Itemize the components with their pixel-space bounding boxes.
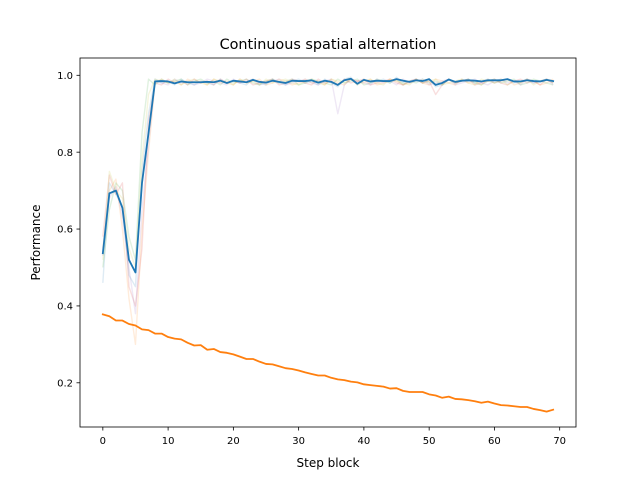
y-tick-label: 0.6 bbox=[57, 225, 73, 236]
faint-run-line-3 bbox=[102, 78, 554, 268]
y-tick-label: 0.2 bbox=[57, 378, 73, 389]
x-axis-label: Step block bbox=[297, 456, 360, 470]
x-tick-label: 70 bbox=[553, 436, 566, 447]
x-tick-label: 40 bbox=[358, 436, 371, 447]
chart-title: Continuous spatial alternation bbox=[220, 37, 437, 53]
x-tick-label: 20 bbox=[227, 436, 240, 447]
y-axis-label: Performance bbox=[29, 204, 43, 280]
series-line-2 bbox=[101, 313, 555, 413]
y-tick-label: 0.4 bbox=[57, 302, 73, 313]
y-tick-label: 1.0 bbox=[57, 71, 73, 82]
x-tick-label: 10 bbox=[162, 436, 175, 447]
axes-layer bbox=[79, 57, 577, 428]
y-tick-label: 0.8 bbox=[57, 148, 73, 159]
series-layer bbox=[101, 77, 555, 413]
series-line-1 bbox=[101, 77, 555, 274]
plot-frame bbox=[79, 57, 577, 428]
ticks-layer: 0 10 20 30 40 50 60 70 0.2 0.4 0.6 0.8 1.0 bbox=[57, 71, 566, 447]
x-tick-label: 30 bbox=[292, 436, 305, 447]
x-tick-label: 0 bbox=[100, 436, 106, 447]
x-tick-label: 60 bbox=[488, 436, 501, 447]
x-tick-label: 50 bbox=[423, 436, 436, 447]
